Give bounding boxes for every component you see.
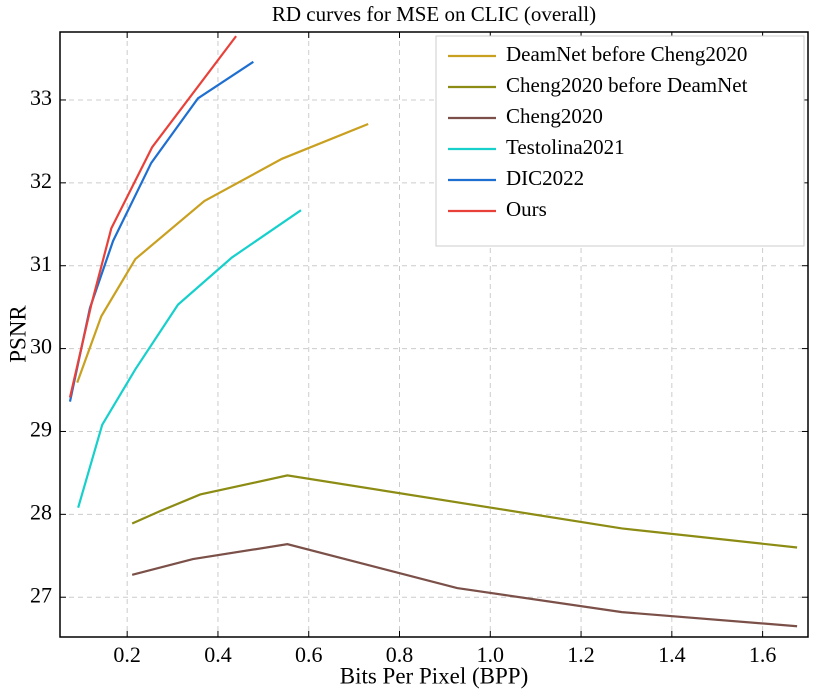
x-tick-label: 1.2 xyxy=(567,642,595,667)
series-line xyxy=(131,543,798,628)
x-tick-label: 0.6 xyxy=(295,642,323,667)
legend-label: Ours xyxy=(506,197,547,221)
legend-label: DIC2022 xyxy=(506,166,584,190)
y-tick-label: 32 xyxy=(30,168,52,193)
series-line xyxy=(77,209,302,509)
x-tick-label: 1.0 xyxy=(477,642,505,667)
x-tick-label: 1.6 xyxy=(749,642,777,667)
legend-label: Cheng2020 before DeamNet xyxy=(506,73,748,97)
y-tick-label: 30 xyxy=(30,334,52,359)
x-tick-label: 1.4 xyxy=(658,642,686,667)
y-axis-label: PSNR xyxy=(5,305,30,363)
x-axis-label: Bits Per Pixel (BPP) xyxy=(340,663,529,688)
x-tick-label: 0.2 xyxy=(113,642,141,667)
y-tick-label: 31 xyxy=(30,251,52,276)
x-tick-label: 0.4 xyxy=(204,642,232,667)
series-line xyxy=(131,474,798,549)
legend-label: Testolina2021 xyxy=(506,135,625,159)
y-tick-label: 27 xyxy=(30,582,52,607)
chart-title: RD curves for MSE on CLIC (overall) xyxy=(272,2,596,26)
y-tick-label: 33 xyxy=(30,85,52,110)
x-tick-label: 0.8 xyxy=(386,642,414,667)
legend-label: DeamNet before Cheng2020 xyxy=(506,42,747,66)
plot-frame xyxy=(59,31,809,638)
series-line xyxy=(68,35,237,398)
y-tick-label: 29 xyxy=(30,417,52,442)
series-line xyxy=(68,60,254,402)
y-tick-label: 28 xyxy=(30,499,52,524)
legend-box xyxy=(435,35,805,247)
series-line xyxy=(76,122,369,383)
legend-label: Cheng2020 xyxy=(506,104,603,128)
